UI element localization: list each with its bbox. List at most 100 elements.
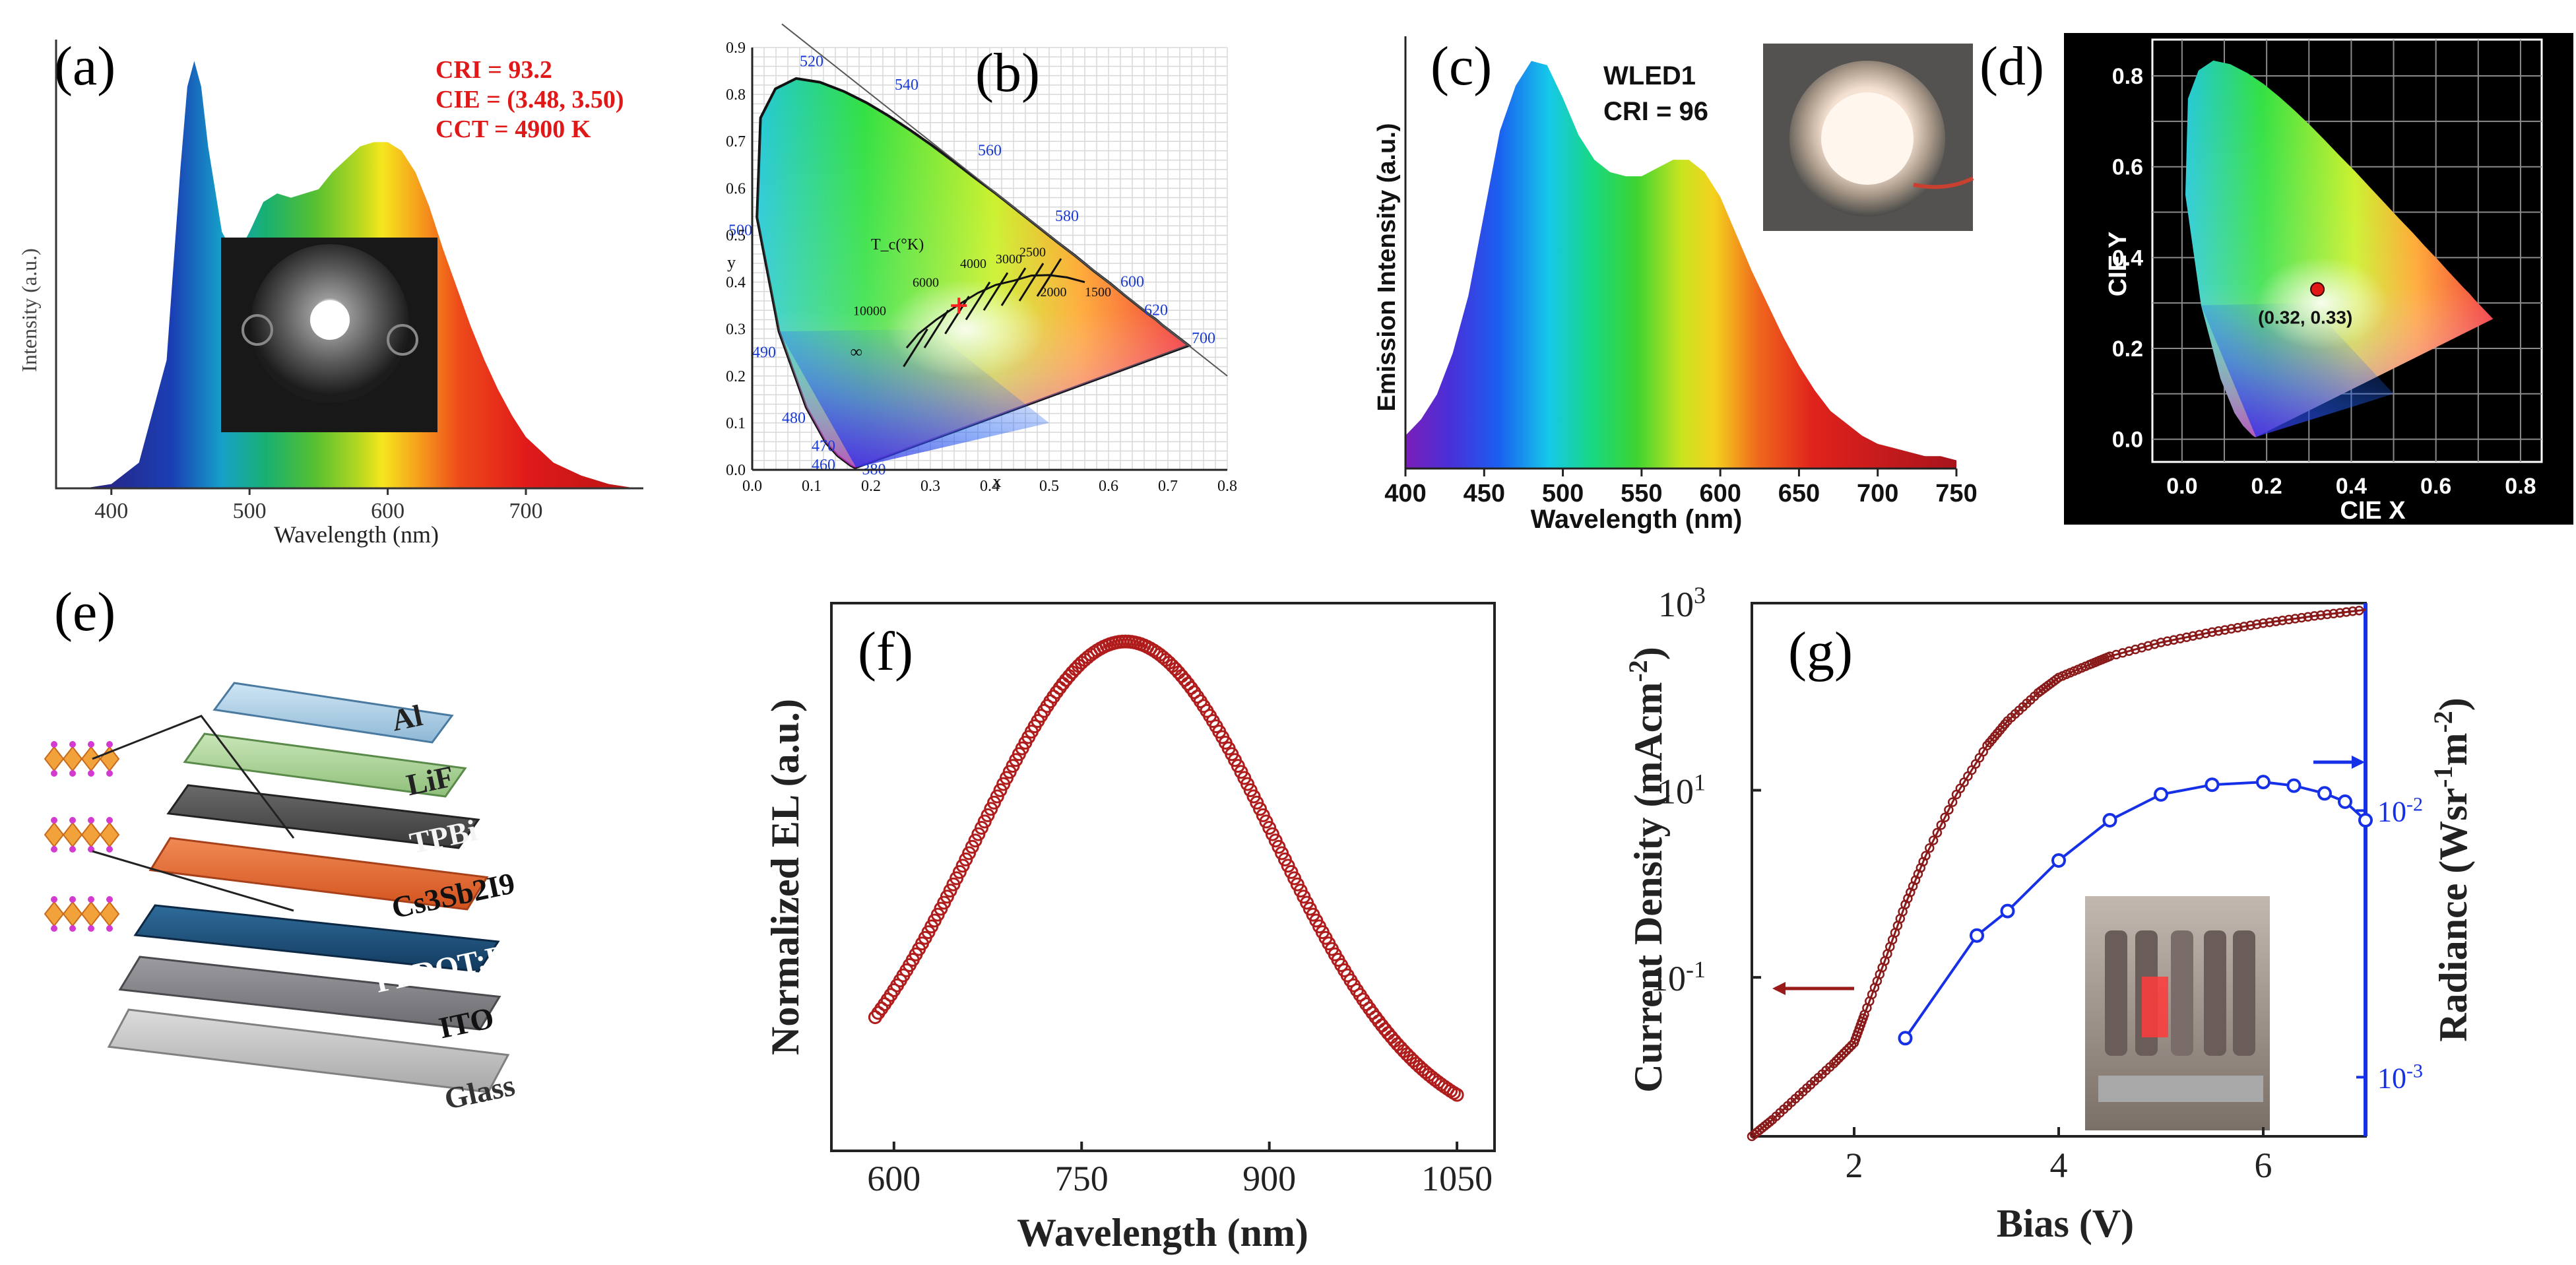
panel-g-left-arrow — [1772, 982, 1854, 995]
panel-f-label: (f) — [858, 621, 913, 682]
panel-g-current-point — [2213, 626, 2224, 636]
panel-g-current-point — [2137, 643, 2147, 653]
panel-d-y-tick-label: 0.2 — [2112, 337, 2143, 362]
panel-b-y-tick-label: 0.5 — [726, 227, 746, 244]
panel-b-x-tick-label: 0.1 — [802, 478, 821, 495]
panel-g-radiance-point — [1970, 928, 1984, 943]
panel-f-data-point — [962, 846, 977, 860]
panel-d-x-tick-label: 0.0 — [2166, 474, 2197, 499]
panel-g-y-label-left: Current Density (mAcm-2) — [1623, 647, 1671, 1092]
panel-f-plot-frame — [830, 602, 1496, 1152]
panel-g-current-point — [1921, 851, 1931, 860]
panel-b-isotherm — [903, 328, 928, 368]
panel-g-current-point — [2194, 630, 2205, 640]
panel-f: 600 750 900 1050 Wavelength (nm) Normalized… — [763, 602, 1496, 1254]
panel-g-current-point — [2220, 625, 2230, 635]
panel-c-wled: WLED1 — [1603, 61, 1696, 90]
panel-e-layer — [183, 732, 467, 798]
panel-e-crystal-structure — [44, 715, 295, 932]
panel-e-octahedron — [80, 822, 102, 848]
panel-d-y-label: CIE Y — [2104, 232, 2132, 297]
panel-g-current-point — [2156, 637, 2166, 647]
panel-a-cri: CRI = 93.2 — [435, 56, 552, 84]
panel-d-x-label: CIE X — [2340, 497, 2406, 525]
panel-g-x-tick-label: 2 — [1846, 1146, 1863, 1185]
panel-g-current-point — [1831, 1056, 1842, 1066]
panel-g-current-point — [2329, 608, 2338, 619]
panel-g-radiance-point — [2000, 903, 2015, 919]
panel-b-wavelength-label: 620 — [1144, 302, 1168, 319]
panel-e-atom — [88, 817, 94, 824]
panel-e-octahedron — [99, 901, 120, 927]
panel-b-white-region — [887, 279, 1045, 379]
panel-g-current-point — [2348, 606, 2358, 616]
panel-b-cct-label: 6000 — [913, 276, 939, 290]
panel-d-x-tick-label: 0.8 — [2505, 474, 2536, 499]
panel-b-y-tick-label: 0.9 — [726, 40, 746, 57]
panel-g-current-point — [1940, 812, 1950, 823]
panel-e-atom — [106, 846, 113, 853]
panel-e-octahedron — [44, 901, 65, 927]
panel-f-x-tick-label: 600 — [867, 1159, 920, 1198]
panel-b-wavelength-label: 460 — [812, 457, 835, 474]
panel-g-current-point — [2354, 605, 2364, 616]
panel-e-atom — [51, 896, 57, 903]
panel-g-x-label: Bias (V) — [1997, 1202, 2134, 1245]
panel-f-x-tick-label: 750 — [1055, 1159, 1109, 1198]
panel-f-data-point — [1268, 833, 1283, 848]
panel-b-tc-label: T_c(°K) — [871, 236, 924, 253]
panel-b-infinity-label: ∞ — [851, 342, 863, 361]
panel-f-x-label: Wavelength (nm) — [1017, 1211, 1308, 1254]
panel-f-y-label: Normalized EL (a.u.) — [763, 699, 807, 1055]
panel-f-x-tick-label: 900 — [1242, 1159, 1296, 1198]
panel-f-data-point — [968, 833, 982, 848]
panel-g-x-tick-label: 6 — [2255, 1146, 2272, 1185]
panel-e-atom — [51, 846, 57, 853]
panel-g-current-point — [2105, 651, 2115, 661]
panel-g-current-point — [1839, 1048, 1849, 1058]
panel-c-x-label: Wavelength (nm) — [1531, 505, 1743, 534]
panel-b-isotherm — [1000, 267, 1027, 306]
panel-e-layer — [148, 837, 489, 911]
panel-b-y-tick-label: 0.8 — [726, 86, 746, 104]
panel-e-atom — [106, 770, 113, 777]
panel-b-diagonal — [781, 23, 1228, 377]
panel-e-octahedron — [99, 822, 120, 848]
panel-g-current-point — [2162, 636, 2172, 646]
panel-e-octahedron — [62, 901, 83, 927]
panel-b-planckian-locus — [905, 274, 1085, 349]
panel-g-label: (g) — [1788, 621, 1853, 682]
panel-g-current-point — [1828, 1058, 1839, 1068]
panel-b-y-tick-label: 0.0 — [726, 462, 746, 479]
panel-g-device-photo — [2085, 896, 2270, 1130]
panel-g-current-point — [1932, 827, 1943, 838]
panel-b-x-tick-label: 0.0 — [742, 478, 762, 495]
panel-b-x-tick-label: 0.7 — [1158, 478, 1178, 495]
panel-g-current-point — [2290, 614, 2300, 624]
panel-b-x-tick-label: 0.4 — [980, 478, 1000, 495]
panel-e-atom — [69, 896, 76, 903]
panel-g-radiance-point — [2286, 778, 2302, 793]
panel-d-y-tick-label: 0.8 — [2112, 64, 2143, 89]
panel-e-octahedron — [44, 822, 65, 848]
panel-e-layer — [133, 904, 500, 973]
panel-d-y-tick-label: 0.0 — [2112, 428, 2143, 453]
panel-g-current-point — [2131, 644, 2141, 655]
panel-g-current-point — [2233, 622, 2243, 633]
panel-b-y-tick-label: 0.6 — [726, 180, 746, 197]
panel-c-x-tick-label: 500 — [1542, 480, 1584, 507]
panel-e-layer-label: Al — [389, 698, 426, 737]
panel-b-x-tick-label: 0.8 — [1217, 478, 1237, 495]
panel-g-current-point — [1928, 835, 1939, 845]
panel-a-label: (a) — [54, 36, 115, 97]
panel-b-isotherm — [1036, 258, 1062, 297]
panel-a-x-tick-label: 700 — [509, 499, 543, 523]
panel-e-crystal-atoms — [44, 741, 120, 932]
panel-g-radiance-point — [2205, 777, 2220, 793]
panel-b-wavelength-label: 600 — [1120, 274, 1144, 291]
panel-b-x-tick-label: 0.5 — [1039, 478, 1059, 495]
